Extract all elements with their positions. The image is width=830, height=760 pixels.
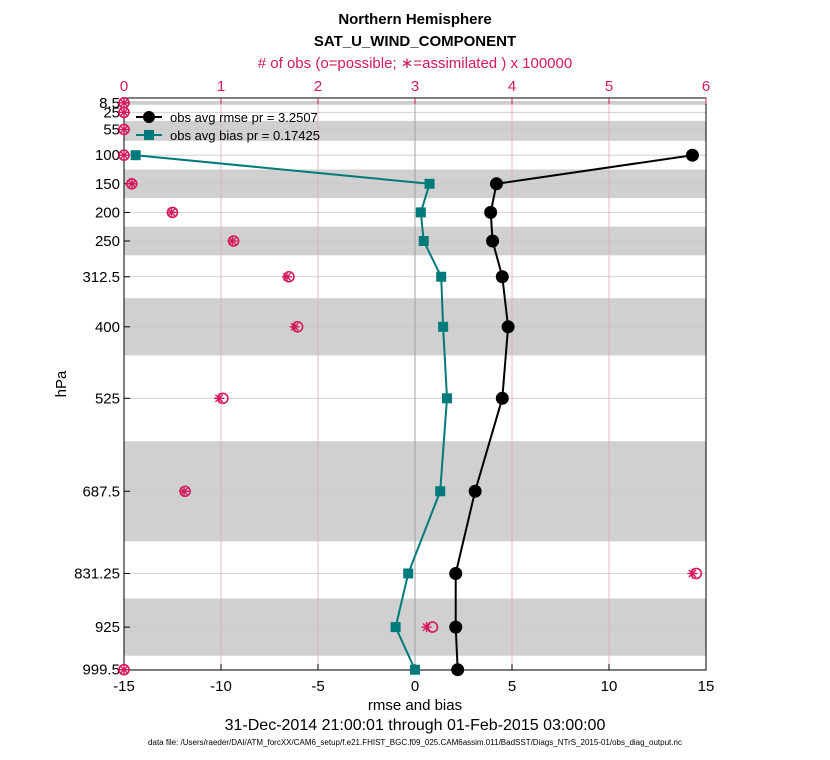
grid-lines <box>123 98 707 671</box>
x-tick-label: -15 <box>113 678 135 695</box>
legend-rmse-label: obs avg rmse pr = 3.2507 <box>170 110 318 125</box>
obs-assimilated-marker <box>421 622 432 633</box>
obs-assimilated-marker <box>119 124 129 135</box>
bias-point <box>403 568 414 579</box>
obs-assimilated-marker <box>214 393 225 404</box>
top-axis-label: # of obs (o=possible; ∗=assimilated ) x … <box>258 55 572 72</box>
rmse-point <box>489 177 503 191</box>
obs-assimilated-marker <box>282 271 292 282</box>
bias-point <box>435 486 446 497</box>
y-tick-label: 200 <box>95 204 120 221</box>
rmse-point <box>495 270 509 284</box>
bias-point <box>390 622 401 633</box>
rmse-point <box>451 663 465 677</box>
bias-point <box>415 207 426 218</box>
x-tick-label: 0 <box>411 678 419 695</box>
y-tick-label: 55 <box>103 121 120 138</box>
axis-ticks: -15 -10 -5 0 5 10 150 1 2 3 4 5 68.52555100150200250… <box>74 78 714 695</box>
rmse-point <box>685 148 699 162</box>
top-tick-label: 3 <box>411 78 419 95</box>
rmse-point <box>449 566 463 580</box>
data-series <box>130 148 699 677</box>
legend: obs avg rmse pr = 3.2507 obs avg bias pr… <box>136 110 320 143</box>
x-tick-label: -5 <box>311 678 324 695</box>
x-tick-label: 15 <box>698 678 715 695</box>
y-tick-label: 831.25 <box>74 565 120 582</box>
top-tick-label: 2 <box>314 78 322 95</box>
y-tick-label: 100 <box>95 147 120 164</box>
x-tick-label: 10 <box>601 678 618 695</box>
bias-point <box>130 150 141 161</box>
rmse-point <box>468 484 482 498</box>
date-range: 31-Dec-2014 21:00:01 through 01-Feb-2015… <box>225 717 606 734</box>
bias-point <box>442 393 453 404</box>
legend-bias-marker <box>144 130 154 140</box>
top-tick-label: 0 <box>120 78 128 95</box>
rmse-point <box>501 320 515 334</box>
bias-point <box>418 236 429 246</box>
obs-assimilated-marker <box>227 236 238 246</box>
data-file-path: data file: /Users/raeder/DAI/ATM_forcXX/… <box>148 738 682 747</box>
obs-assimilated-marker <box>119 107 129 118</box>
y-tick-label: 525 <box>95 390 120 407</box>
top-tick-label: 6 <box>702 78 710 95</box>
y-tick-label: 150 <box>95 176 120 193</box>
obs-assimilated-marker <box>179 486 190 497</box>
bias-point <box>436 271 447 282</box>
y-axis-label: hPa <box>53 370 70 397</box>
top-tick-label: 1 <box>217 78 225 95</box>
y-tick-label: 925 <box>95 619 120 636</box>
chart-subtitle: SAT_U_WIND_COMPONENT <box>314 33 516 50</box>
obs-count-markers <box>118 97 703 676</box>
obs-assimilated-marker <box>126 178 137 189</box>
y-tick-label: 400 <box>95 319 120 336</box>
y-tick-label: 999.5 <box>82 662 120 679</box>
bias-point <box>438 321 449 332</box>
obs-assimilated-marker <box>119 664 129 675</box>
obs-assimilated-marker <box>166 207 177 218</box>
rmse-point <box>484 205 498 219</box>
bias-point <box>424 178 435 189</box>
y-tick-label: 250 <box>95 233 120 250</box>
x-tick-label: -10 <box>210 678 232 695</box>
x-tick-label: 5 <box>508 678 516 695</box>
obs-assimilated-marker <box>289 321 300 332</box>
top-tick-label: 4 <box>508 78 516 95</box>
y-tick-label: 687.5 <box>82 483 120 500</box>
rmse-point <box>495 391 509 405</box>
obs-assimilated-marker <box>687 568 698 579</box>
bias-point <box>410 664 420 675</box>
y-tick-label: 312.5 <box>82 269 120 286</box>
chart-title: Northern Hemisphere <box>338 11 491 28</box>
rmse-point <box>486 234 500 248</box>
legend-bias-label: obs avg bias pr = 0.17425 <box>170 128 320 143</box>
obs-assimilated-marker <box>119 150 129 161</box>
x-axis-label: rmse and bias <box>368 697 462 714</box>
y-tick-label: 8.5 <box>99 95 120 112</box>
obs-assimilated-marker <box>119 97 129 108</box>
legend-rmse-marker <box>143 111 155 123</box>
y-tick-label: 25 <box>103 104 120 121</box>
rmse-point <box>449 620 463 634</box>
top-tick-label: 5 <box>605 78 613 95</box>
